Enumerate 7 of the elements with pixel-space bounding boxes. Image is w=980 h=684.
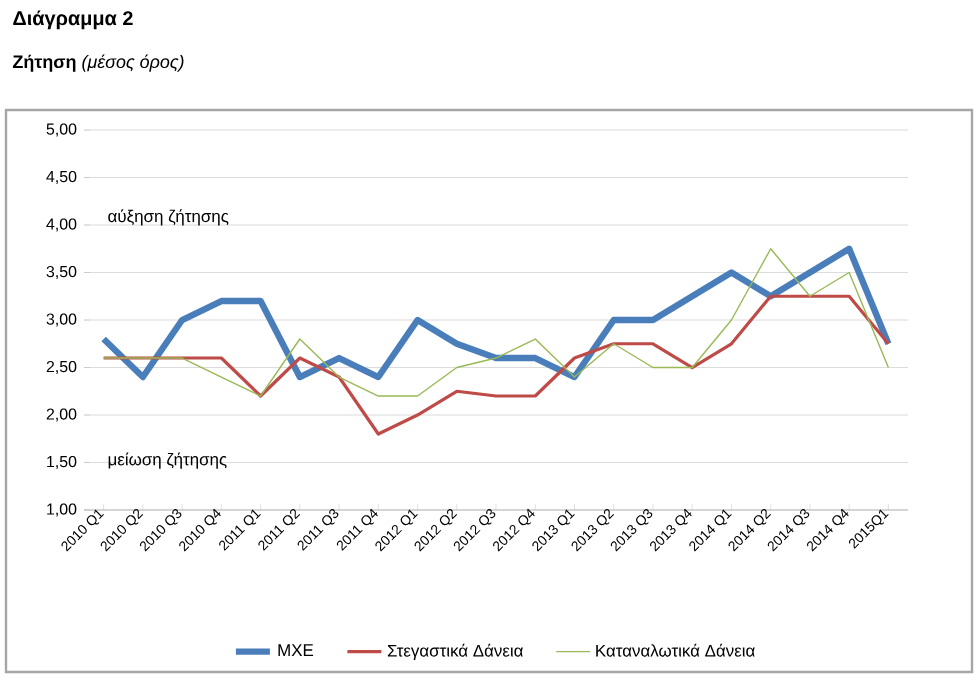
chart-subtitle: Ζήτηση (μέσος όρος) <box>12 54 184 72</box>
legend-label: ΜΧΕ <box>278 644 314 656</box>
chart-title: Διάγραμμα 2 <box>13 10 133 30</box>
legend-label: Στεγαστικά Δάνεια <box>387 643 523 661</box>
legend-label: Καταναλωτικά Δάνεια <box>596 643 755 657</box>
annotation: αύξηση ζήτησης <box>108 209 229 226</box>
annotation: μείωση ζήτησης <box>108 452 227 469</box>
